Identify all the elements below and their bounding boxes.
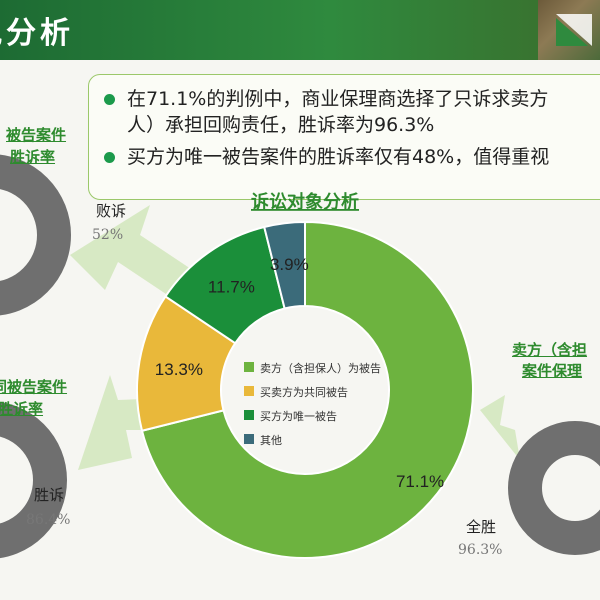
bullet-1-line1: 在71.1%的判例中，商业保理商选择了只诉求卖方 [127,88,549,110]
donut-slice-label: 71.1% [396,472,444,491]
bullet-dot [104,152,115,163]
left-top-caption-2: 胜诉率 [10,148,56,166]
bullet-1-line2: 人）承担回购责任，胜诉率为96.3% [127,114,435,136]
legend-swatch [244,362,254,372]
bullet-2-line1: 买方为唯一被告案件的胜诉率仅有48%，值得重视 [127,146,550,168]
left-top-label: 败诉 [96,202,127,220]
left-bottom-caption-1: 同被告案件 [0,378,68,396]
arrow-left-top [70,205,200,300]
header-bar: 况分析 [0,0,600,60]
right-ring [508,421,600,555]
legend-label: 其他 [260,434,282,447]
right-label: 全胜 [466,518,497,536]
donut-slice-label: 13.3% [155,360,203,379]
donut-slice [140,220,474,559]
logo-icon [556,14,592,46]
arrow-right [480,395,520,460]
left-top-pct: 52% [92,227,124,243]
legend-label: 卖方（含担保人）为被告 [260,361,381,375]
arrow-left-bottom [78,375,170,470]
left-bottom-ring [0,401,67,559]
left-top-ring [0,154,71,316]
donut-chart: 71.1% 13.3% 11.7% 3.9% [136,220,474,559]
bullet-2: 买方为唯一被告案件的胜诉率仅有48%，值得重视 [104,142,549,169]
left-bottom-label: 胜诉 [34,486,65,504]
chart-title: 诉讼对象分析 [251,191,359,213]
page-title: 况分析 [0,16,74,51]
legend-swatch [244,434,254,444]
bullet-1: 在71.1%的判例中，商业保理商选择了只诉求卖方 [104,84,548,111]
left-bottom-pct: 86.4% [26,512,71,528]
bullet-dot [104,94,115,105]
legend-label: 买方为唯一被告 [260,409,337,423]
right-pct: 96.3% [458,542,503,558]
left-top-caption-1: 被告案件 [6,126,67,144]
donut-slice-label: 11.7% [208,277,255,296]
legend-swatch [244,386,254,396]
left-bottom-caption-2: 胜诉率 [0,400,44,418]
legend-swatch [244,410,254,420]
right-caption-2: 案件保理 [522,362,583,380]
right-caption-1: 卖方（含担 [512,341,588,359]
summary-callout [88,74,600,200]
legend-label: 买卖方为共同被告 [260,385,348,399]
donut-slice-label: 3.9% [270,255,309,274]
donut-slice [263,220,306,310]
